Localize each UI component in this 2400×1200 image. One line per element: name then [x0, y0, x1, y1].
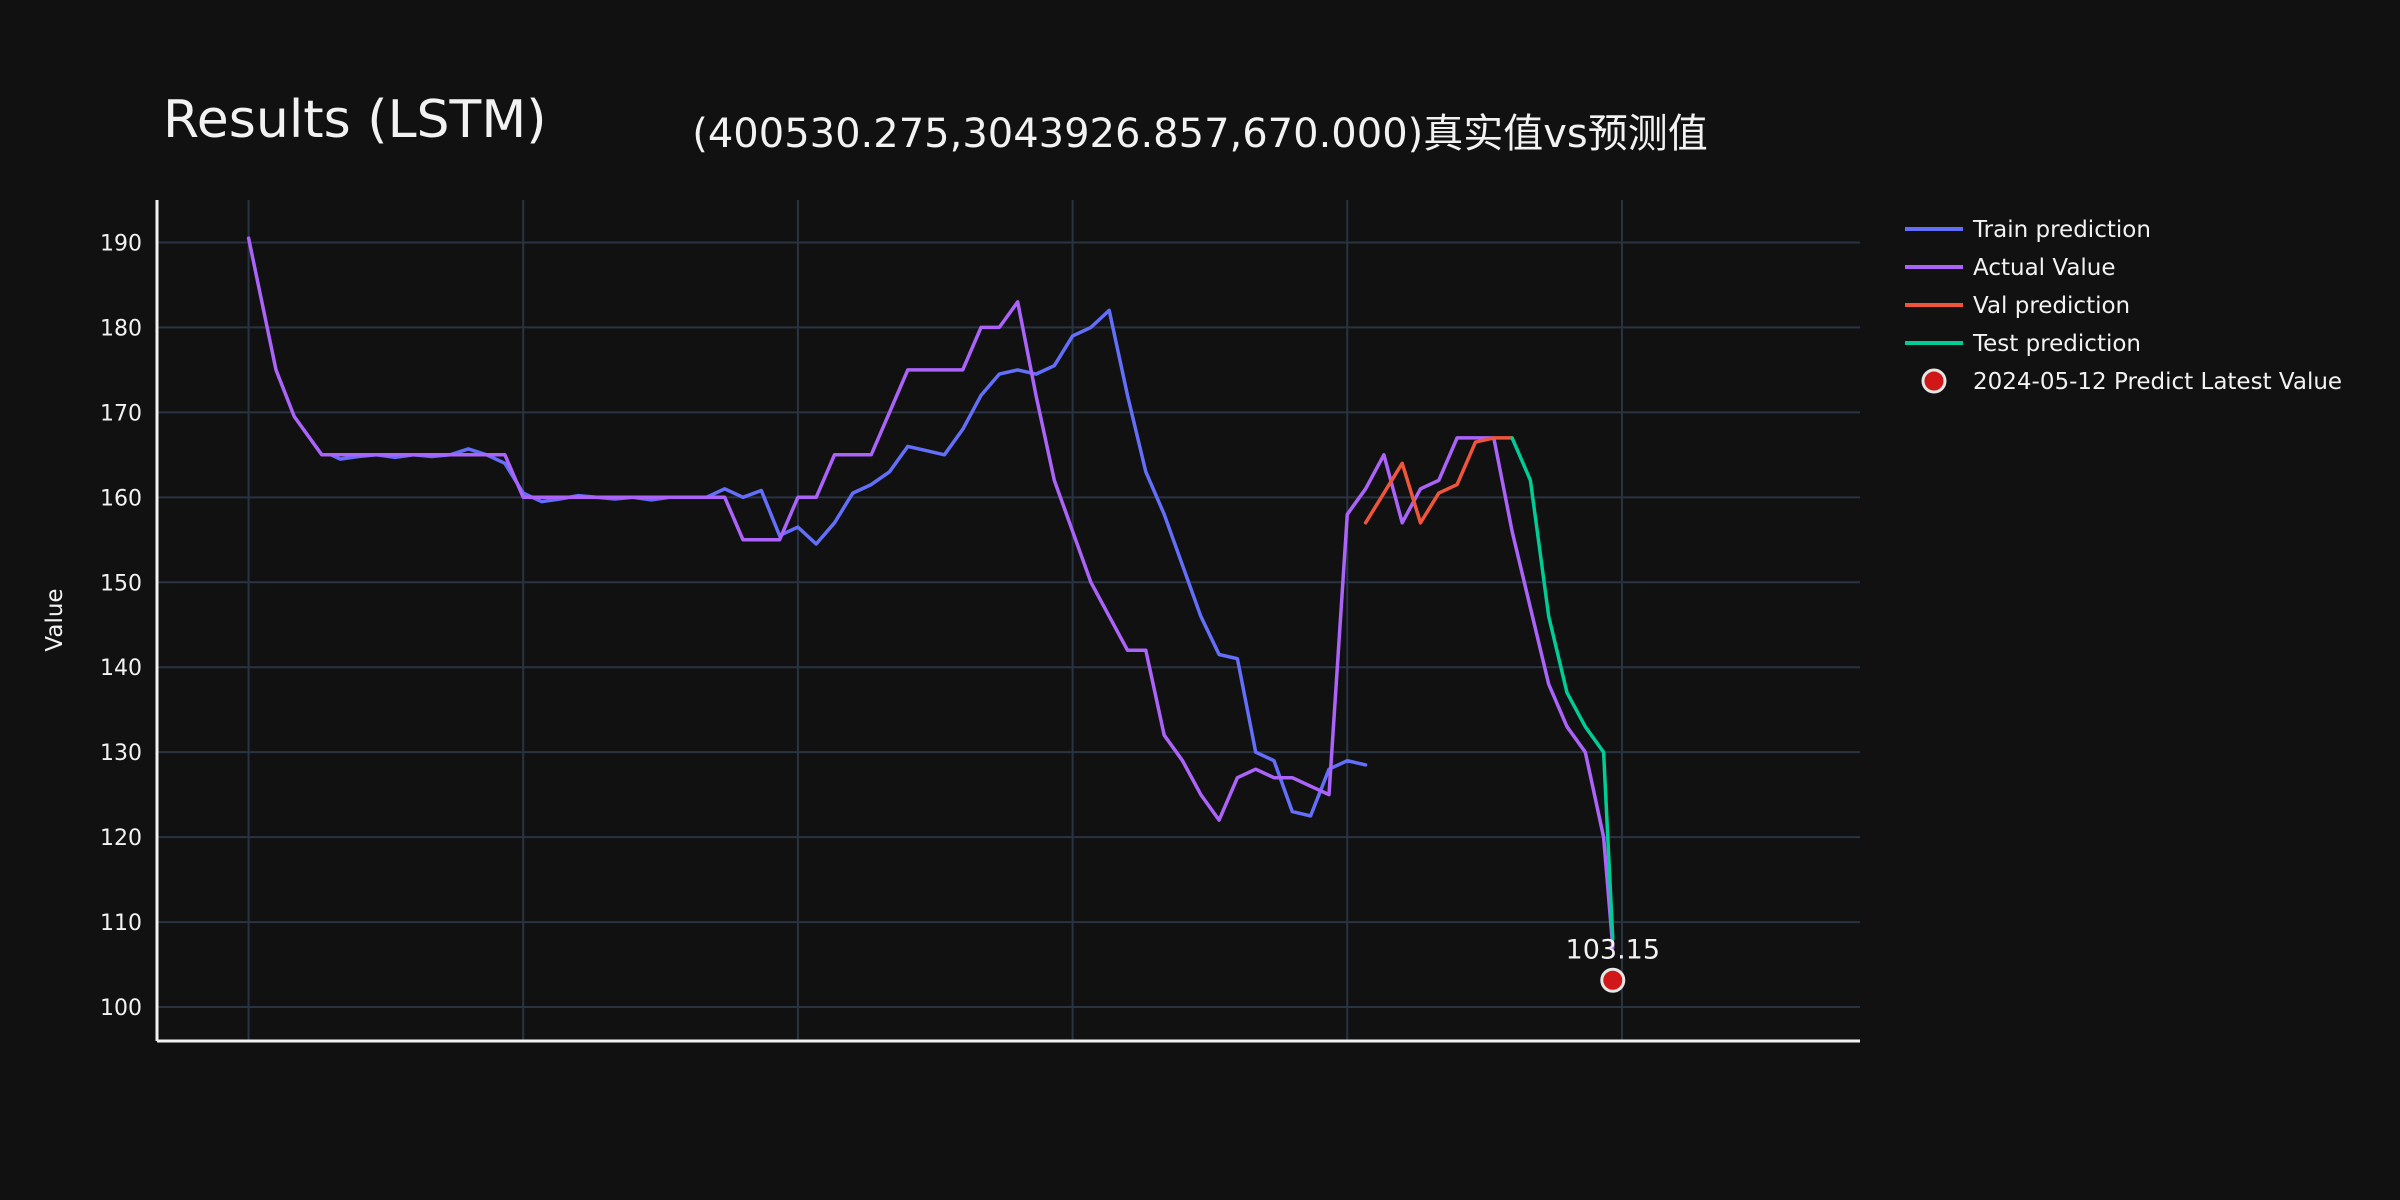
- chart-title: Results (LSTM): [163, 90, 546, 150]
- legend-item-actual-value[interactable]: Actual Value: [1905, 255, 2116, 281]
- predict-annotation: 103.15: [1566, 934, 1660, 965]
- predict-marker-group: 103.15: [1566, 934, 1660, 993]
- y-tick-label: 170: [100, 401, 142, 426]
- legend-item-predict-latest-value[interactable]: 2024-05-12 Predict Latest Value: [1921, 368, 2342, 395]
- predict-marker: [1600, 967, 1626, 993]
- legend-label: 2024-05-12 Predict Latest Value: [1973, 369, 2342, 395]
- y-axis-ticks: 100 110 120 130 140 150 160 170 180 190: [100, 231, 142, 1021]
- series-line-test-prediction: [1510, 436, 1615, 941]
- y-axis-title: Value: [42, 588, 68, 651]
- plot-area: [246, 236, 1615, 950]
- legend[interactable]: Train prediction Actual Value Val predicti…: [1905, 217, 2342, 395]
- y-tick-label: 160: [100, 486, 142, 511]
- legend-marker: [1921, 368, 1947, 394]
- y-tick-label: 100: [100, 996, 142, 1021]
- chart-subtitle: (400530.275,3043926.857,670.000)真实值vs预测值: [692, 111, 1708, 157]
- y-tick-label: 180: [100, 316, 142, 341]
- legend-item-val-prediction[interactable]: Val prediction: [1905, 293, 2130, 319]
- legend-label: Test prediction: [1972, 331, 2141, 357]
- y-tick-label: 120: [100, 826, 142, 851]
- y-tick-label: 130: [100, 741, 142, 766]
- legend-label: Train prediction: [1972, 217, 2151, 243]
- legend-label: Actual Value: [1973, 255, 2116, 281]
- legend-item-train-prediction[interactable]: Train prediction: [1905, 217, 2151, 243]
- y-tick-label: 190: [100, 231, 142, 256]
- y-tick-label: 150: [100, 571, 142, 596]
- legend-item-test-prediction[interactable]: Test prediction: [1905, 331, 2141, 357]
- legend-label: Val prediction: [1973, 293, 2130, 319]
- series-line-train-prediction: [329, 308, 1368, 818]
- y-tick-label: 140: [100, 656, 142, 681]
- y-tick-label: 110: [100, 911, 142, 936]
- series-line-actual-value: [246, 236, 1615, 950]
- grid: [157, 200, 1860, 1041]
- axes: [155, 200, 1860, 1043]
- series-line-val-prediction: [1363, 436, 1514, 525]
